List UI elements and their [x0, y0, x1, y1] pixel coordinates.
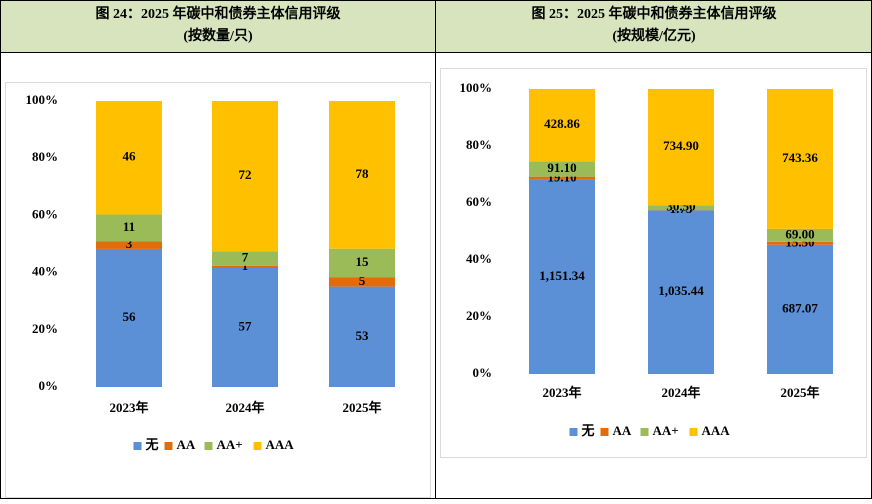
bar-segment: [96, 241, 162, 249]
y-tick-label: 100%: [26, 92, 59, 107]
legend-swatch: [253, 442, 262, 450]
chart-title: 图 24：2025 年碳中和债券主体信用评级: [96, 5, 342, 22]
bar-segment: [96, 214, 162, 242]
legend-label: 无: [581, 423, 595, 438]
x-tick-label: 2024年: [661, 385, 700, 400]
bar-segment: [329, 277, 395, 287]
bar-segment: [329, 248, 395, 278]
data-label: 687.07: [782, 300, 818, 315]
bar-segment: [767, 241, 833, 245]
bar-segment: [767, 89, 833, 229]
data-label: 69.00: [785, 226, 814, 241]
y-tick-label: 100%: [460, 80, 493, 95]
data-label: 1,151.34: [539, 268, 585, 283]
data-label: 53: [356, 328, 370, 343]
legend-swatch: [164, 442, 173, 450]
data-label: 46: [123, 149, 137, 164]
legend-swatch: [600, 428, 609, 436]
data-label: 56: [123, 309, 137, 324]
y-tick-label: 60%: [466, 194, 492, 209]
y-tick-label: 40%: [466, 251, 492, 266]
data-label: 72: [239, 167, 252, 182]
bar-segment: [96, 101, 162, 215]
data-label: 11: [123, 219, 135, 234]
legend-swatch: [569, 428, 578, 436]
bar-segment: [212, 251, 278, 266]
chart-subtitle: (按数量/只): [183, 27, 253, 44]
bar-segment: [212, 101, 278, 252]
data-label: 734.90: [663, 138, 699, 153]
x-tick-label: 2025年: [342, 400, 381, 415]
legend-swatch: [689, 428, 698, 436]
y-tick-label: 40%: [32, 264, 58, 279]
chart-subtitle: (按规模/亿元): [612, 27, 696, 44]
y-tick-label: 80%: [466, 137, 492, 152]
y-tick-label: 0%: [39, 378, 59, 393]
bar-segment: [648, 205, 714, 211]
data-label: 3: [126, 236, 133, 251]
bar-segment: [648, 89, 714, 206]
chart-title: 图 25：2025 年碳中和债券主体信用评级: [532, 5, 778, 22]
legend-label: AA: [177, 437, 196, 452]
bar-segment: [96, 248, 162, 387]
bar-segment: [529, 176, 595, 180]
data-label: 428.86: [544, 116, 580, 131]
y-tick-label: 0%: [473, 365, 493, 380]
legend-swatch: [133, 442, 142, 450]
data-label: 7: [242, 250, 249, 265]
y-tick-label: 20%: [466, 308, 492, 323]
y-tick-label: 60%: [32, 206, 58, 221]
y-tick-label: 20%: [32, 321, 58, 336]
data-label: 57: [239, 318, 253, 333]
bar-segment: [767, 244, 833, 374]
bar-segment: [529, 179, 595, 374]
bar-segment: [529, 89, 595, 162]
bar-segment: [767, 228, 833, 242]
legend-label: AAA: [266, 437, 295, 452]
x-tick-label: 2025年: [780, 385, 819, 400]
data-label: 5: [359, 273, 366, 288]
y-tick-label: 80%: [32, 149, 58, 164]
legend-label: AAA: [702, 423, 731, 438]
x-tick-label: 2023年: [109, 400, 148, 415]
data-label: 91.10: [547, 160, 576, 175]
data-label: 743.36: [782, 150, 818, 165]
data-label: 78: [356, 166, 370, 181]
x-tick-label: 2024年: [225, 400, 264, 415]
bar-segment: [212, 268, 278, 387]
bar-segment: [329, 101, 395, 249]
legend-label: AA+: [217, 437, 243, 452]
bar-segment: [212, 265, 278, 269]
x-tick-label: 2023年: [542, 385, 581, 400]
legend-label: 无: [145, 437, 159, 452]
legend-swatch: [640, 428, 649, 436]
bar-segment: [529, 161, 595, 177]
legend-label: AA: [613, 423, 632, 438]
bar-segment: [329, 286, 395, 387]
legend-swatch: [204, 442, 213, 450]
data-label: 1,035.44: [658, 283, 704, 298]
legend-label: AA+: [653, 423, 679, 438]
data-label: 15: [356, 254, 370, 269]
bar-segment: [648, 210, 714, 374]
